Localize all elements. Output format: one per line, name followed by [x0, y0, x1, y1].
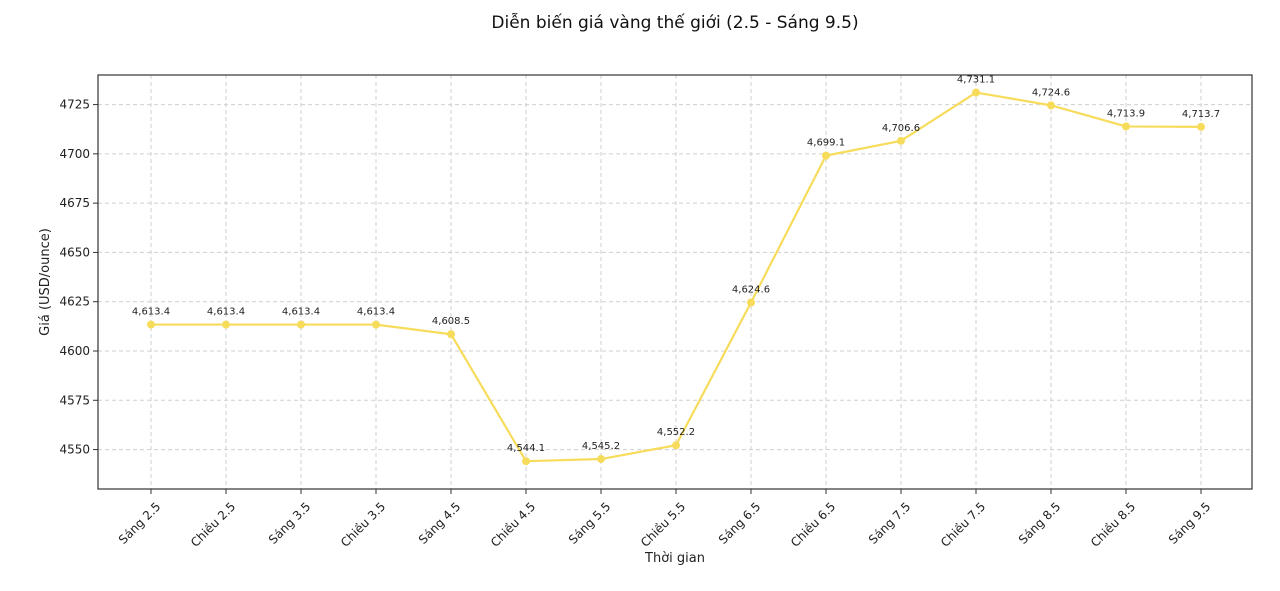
y-tick-label: 4575 [59, 393, 90, 407]
y-tick-label: 4600 [59, 344, 90, 358]
x-tick-label: Sáng 6.5 [716, 499, 763, 546]
data-point [447, 330, 455, 339]
data-value-label: 4,699.1 [807, 138, 845, 149]
plot-frame [97, 74, 1253, 490]
x-tick-label: Chiều 6.5 [788, 499, 838, 549]
data-point [522, 457, 530, 466]
x-tick-label: Sáng 7.5 [866, 499, 913, 546]
y-tick-label: 4675 [59, 196, 90, 210]
data-point [1047, 101, 1055, 110]
x-tick-label: Chiều 2.5 [188, 499, 238, 549]
data-point [972, 88, 980, 97]
y-tick-label: 4625 [59, 295, 90, 309]
x-tick-label: Chiều 3.5 [338, 499, 388, 549]
x-axis-label: Thời gian [644, 551, 705, 566]
chart-title: Diễn biến giá vàng thế giới (2.5 - Sáng … [491, 12, 858, 33]
data-value-label: 4,713.7 [1182, 109, 1220, 120]
x-tick-label: Sáng 3.5 [266, 499, 313, 546]
data-point [372, 320, 380, 329]
data-point [147, 320, 155, 329]
data-value-label: 4,724.6 [1032, 87, 1070, 98]
data-value-label: 4,613.4 [207, 307, 245, 318]
x-tick-label: Sáng 4.5 [416, 499, 463, 546]
data-value-label: 4,608.5 [432, 316, 470, 327]
y-tick-label: 4725 [59, 98, 90, 112]
x-tick-label: Chiều 4.5 [488, 499, 538, 549]
y-tick-label: 4550 [59, 443, 90, 457]
data-point [747, 298, 755, 307]
data-value-label: 4,731.1 [957, 75, 995, 86]
x-tick-label: Chiều 5.5 [638, 499, 688, 549]
data-point [597, 455, 605, 464]
x-tick-label: Chiều 8.5 [1088, 499, 1138, 549]
data-value-label: 4,552.2 [657, 427, 695, 438]
data-point [1197, 122, 1205, 131]
grid-lines [98, 75, 1252, 489]
y-tick-label: 4700 [59, 147, 90, 161]
x-tick-label: Sáng 8.5 [1016, 499, 1063, 546]
x-tick-label: Sáng 2.5 [116, 499, 163, 546]
y-axis-label: Giá (USD/ounce) [38, 228, 53, 336]
data-value-label: 4,545.2 [582, 441, 620, 452]
data-point [897, 136, 905, 145]
data-point [822, 151, 830, 160]
y-tick-label: 4650 [59, 245, 90, 259]
data-point [672, 441, 680, 450]
data-point [222, 320, 230, 329]
data-value-label: 4,613.4 [282, 307, 320, 318]
data-value-label: 4,706.6 [882, 123, 920, 134]
data-point [1122, 122, 1130, 131]
data-labels: 4,613.4 4,613.4 4,613.4 4,613.4 4,608.5 4,544… [132, 75, 1220, 455]
data-value-label: 4,613.4 [357, 307, 395, 318]
x-tick-label: Chiều 7.5 [938, 499, 988, 549]
x-tick-label: Sáng 9.5 [1166, 499, 1213, 546]
data-series [147, 88, 1205, 466]
data-value-label: 4,613.4 [132, 307, 170, 318]
x-tick-label: Sáng 5.5 [566, 499, 613, 546]
data-value-label: 4,624.6 [732, 285, 770, 296]
data-value-label: 4,544.1 [507, 443, 545, 454]
data-point [297, 320, 305, 329]
data-value-label: 4,713.9 [1107, 108, 1145, 119]
